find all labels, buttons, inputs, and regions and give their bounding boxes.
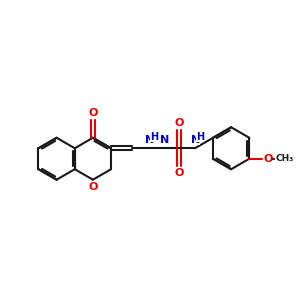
Text: H: H bbox=[150, 132, 158, 142]
Text: O: O bbox=[175, 118, 184, 128]
Text: N: N bbox=[145, 135, 154, 145]
Text: N: N bbox=[191, 135, 200, 145]
Text: O: O bbox=[175, 168, 184, 178]
Text: O: O bbox=[88, 108, 98, 118]
Text: O: O bbox=[88, 182, 98, 192]
Text: CH₃: CH₃ bbox=[275, 154, 293, 163]
Text: N: N bbox=[160, 135, 169, 145]
Text: O: O bbox=[263, 154, 272, 164]
Text: H: H bbox=[196, 132, 204, 142]
